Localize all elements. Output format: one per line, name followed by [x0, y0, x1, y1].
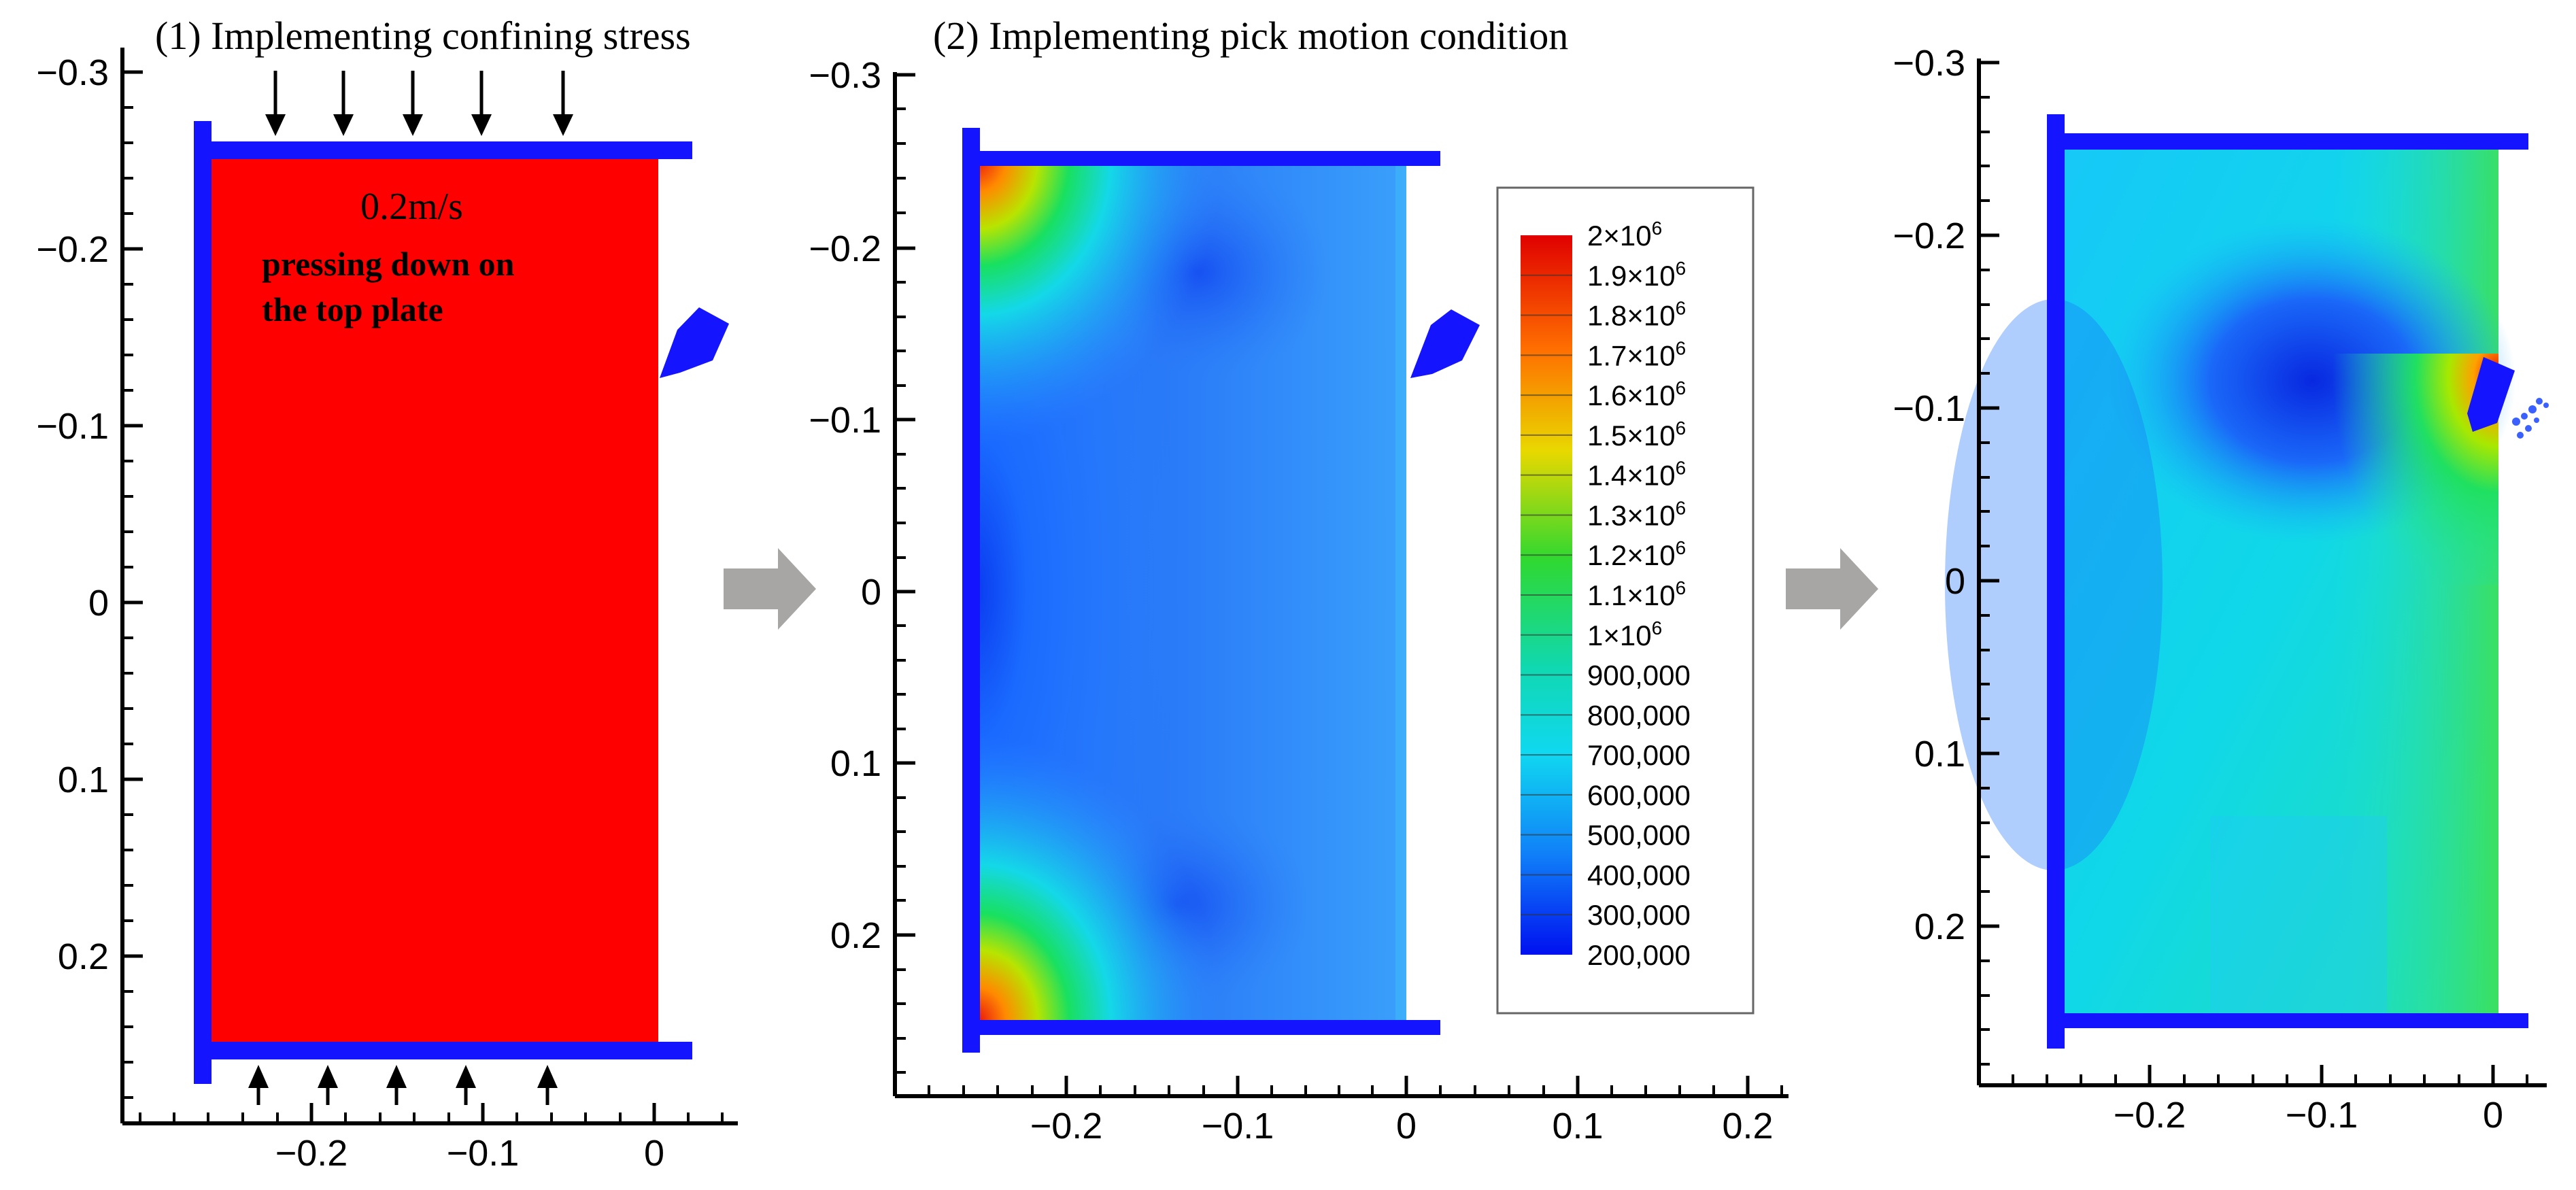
- legend-entry-label: 1.7×106: [1587, 337, 1686, 371]
- panel-2-xtick-label: −0.1: [1202, 1106, 1274, 1146]
- stress-field-panel-2: [977, 158, 1406, 1021]
- pick-tool: [1410, 309, 1480, 378]
- panel-2-x-ticks: [928, 1076, 1783, 1096]
- panel-1-ytick-label: −0.1: [36, 406, 109, 447]
- panel-2-ytick-label: 0: [861, 572, 881, 613]
- top-plate: [2058, 133, 2528, 150]
- panel-3: −0.3 −0.2 −0.1 0 0.1 0.2 −0.2 −0.1 0: [1893, 43, 2549, 1136]
- legend-entry-label: 600,000: [1587, 779, 1691, 811]
- legend-entry-label: 1.1×106: [1587, 577, 1686, 611]
- panel-3-xtick-label: −0.2: [2114, 1095, 2186, 1136]
- pick-tool: [660, 307, 729, 378]
- panel-3-ytick-label: −0.2: [1893, 216, 1965, 256]
- note-line-2: the top plate: [262, 290, 443, 328]
- panel-1-caption: (1) Implementing confining stress: [155, 14, 691, 58]
- panel-1-ytick-label: 0.1: [58, 760, 109, 800]
- panel-2-xtick-label: 0: [1396, 1106, 1417, 1146]
- note-line-1: pressing down on: [262, 245, 515, 283]
- panel-2-caption: (2) Implementing pick motion condition: [933, 14, 1568, 58]
- panel-3-ytick-label: 0.1: [1914, 734, 1965, 775]
- panel-2-ytick-label: 0.2: [830, 915, 881, 956]
- panel-2-ytick-label: 0.1: [830, 743, 881, 784]
- panel-2-y-tick-labels: −0.3 −0.2 −0.1 0 0.1 0.2: [809, 55, 881, 956]
- legend-entry-label: 2×106: [1587, 218, 1662, 252]
- left-plate: [194, 121, 211, 1084]
- bottom-plate: [2058, 1013, 2528, 1028]
- legend-entry-label: 1.2×106: [1587, 537, 1686, 571]
- panel-2-ytick-label: −0.2: [809, 228, 881, 269]
- step-arrow-2: [1786, 548, 1878, 630]
- legend-entry-label: 800,000: [1587, 699, 1691, 731]
- panel-2-x-tick-labels: −0.2 −0.1 0 0.1 0.2: [1030, 1106, 1774, 1146]
- legend-entry-label: 1.8×106: [1587, 298, 1686, 332]
- panel-2-xtick-label: 0.1: [1552, 1106, 1603, 1146]
- panel-1-xtick-label: −0.2: [275, 1133, 348, 1174]
- panel-2-xtick-label: −0.2: [1030, 1106, 1103, 1146]
- panel-3-x-tick-labels: −0.2 −0.1 0: [2114, 1095, 2503, 1136]
- bottom-plate: [204, 1042, 692, 1059]
- legend-entry-label: 400,000: [1587, 859, 1691, 891]
- legend-entry-label: 1.3×106: [1587, 497, 1686, 531]
- panel-1-ytick-label: −0.3: [36, 52, 109, 93]
- panel-3-xtick-label: −0.1: [2286, 1095, 2358, 1136]
- panel-1-ytick-label: −0.2: [36, 229, 109, 270]
- panel-2-ytick-label: −0.1: [809, 400, 881, 441]
- panel-1-y-tick-labels: −0.3 −0.2 −0.1 0 0.1 0.2: [36, 52, 109, 977]
- left-plate: [2047, 114, 2065, 1049]
- panel-2: (2) Implementing pick motion condition: [809, 14, 1789, 1146]
- upward-arrows: [248, 1065, 558, 1105]
- panel-1: (1) Implementing confining stress 0.2m/s…: [36, 14, 738, 1174]
- panel-3-y-tick-labels: −0.3 −0.2 −0.1 0 0.1 0.2: [1893, 43, 1965, 947]
- downward-arrows: [265, 71, 573, 136]
- legend-entry-label: 700,000: [1587, 739, 1691, 771]
- rock-fragments: [2512, 398, 2549, 439]
- panel-3-y-ticks: [1979, 61, 1999, 1066]
- panel-1-ytick-label: 0: [88, 583, 109, 624]
- panel-3-ytick-label: −0.1: [1893, 388, 1965, 429]
- panel-1-x-tick-labels: −0.2 −0.1 0: [275, 1133, 664, 1174]
- stress-field-panel-3: [1945, 143, 2516, 1017]
- legend-entry-label: 500,000: [1587, 819, 1691, 851]
- legend-entry-label: 200,000: [1587, 939, 1691, 971]
- step-arrow-1: [724, 548, 816, 630]
- top-plate: [971, 151, 1440, 166]
- panel-2-ytick-label: −0.3: [809, 55, 881, 96]
- panel-3-x-ticks: [2012, 1065, 2528, 1085]
- pick-tool: [2467, 357, 2515, 432]
- color-legend: 2×106 1.9×106 1.8×106 1.7×106 1.6×106 1.5×106…: [1496, 186, 1755, 1015]
- legend-entry-label: 1×106: [1587, 617, 1662, 651]
- legend-entry-label: 1.5×106: [1587, 418, 1686, 452]
- top-plate: [204, 141, 692, 159]
- legend-entry-label: 300,000: [1587, 899, 1691, 931]
- panel-3-ytick-label: 0: [1945, 561, 1965, 602]
- speed-label: 0.2m/s: [360, 186, 463, 228]
- panel-1-ytick-label: 0.2: [58, 936, 109, 977]
- panel-1-x-ticks: [139, 1103, 724, 1123]
- bottom-plate: [971, 1020, 1440, 1035]
- panel-3-ytick-label: −0.3: [1893, 43, 1965, 84]
- panel-3-xtick-label: 0: [2483, 1095, 2503, 1136]
- legend-entry-label: 1.9×106: [1587, 258, 1686, 292]
- panel-2-xtick-label: 0.2: [1722, 1106, 1773, 1146]
- panel-3-ytick-label: 0.2: [1914, 906, 1965, 947]
- legend-entry-label: 1.6×106: [1587, 377, 1686, 411]
- panel-1-xtick-label: −0.1: [447, 1133, 520, 1174]
- panel-2-y-ticks: [895, 73, 915, 1074]
- panel-1-y-ticks: [122, 70, 143, 1099]
- rock-sample-confined: [204, 151, 658, 1047]
- legend-entry-label: 1.4×106: [1587, 458, 1686, 492]
- panel-1-xtick-label: 0: [644, 1133, 664, 1174]
- left-plate: [962, 128, 980, 1053]
- legend-entry-label: 900,000: [1587, 660, 1691, 692]
